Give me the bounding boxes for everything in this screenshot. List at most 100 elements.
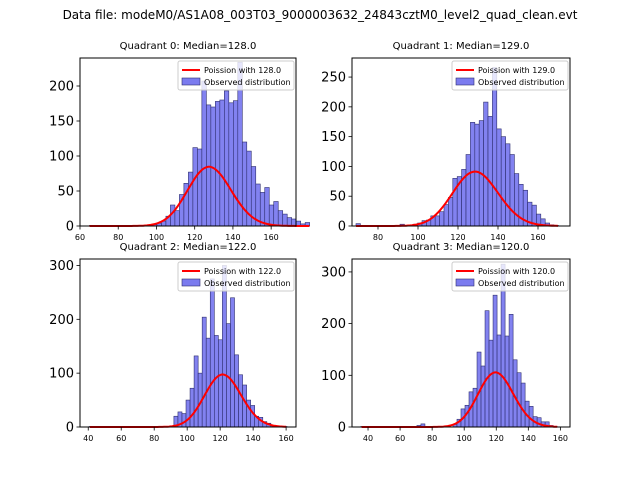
- histogram-bar: [242, 384, 247, 428]
- y-tick-label: 0: [66, 220, 74, 235]
- y-tick-label: 200: [321, 100, 346, 115]
- subplot-quadrant-2: Quadrant 2: Median=122.0 0 100 200 300 40 60 80…: [49, 242, 297, 443]
- subplot-title: Quadrant 1: Median=129.0: [393, 41, 530, 52]
- histogram-bar: [264, 187, 270, 227]
- y-tick-label: 100: [321, 160, 346, 175]
- x-tick-label: 120: [187, 233, 202, 242]
- histogram-bar: [228, 102, 234, 227]
- y-tick-label: 200: [49, 80, 74, 95]
- legend-poisson-label: Poission with 128.0: [204, 66, 281, 75]
- histogram-bar: [443, 204, 449, 227]
- legend-observed-swatch: [181, 278, 201, 287]
- histogram-bar: [505, 143, 511, 227]
- histogram-bar: [185, 399, 191, 428]
- y-tick-label: 100: [49, 367, 74, 382]
- histogram-bar: [488, 339, 494, 428]
- histogram-bar: [520, 382, 526, 428]
- histogram-bar: [483, 101, 489, 227]
- legend-observed-label: Observed distribution: [478, 279, 565, 288]
- histogram-bar: [213, 335, 219, 428]
- legend-poisson-label: Poission with 122.0: [204, 267, 281, 276]
- histogram-bar: [465, 154, 471, 227]
- legend-box: [451, 60, 569, 91]
- subplot-quadrant-0: Quadrant 0: Median=128.0 0 50 100 150 200 60 80…: [49, 41, 310, 242]
- x-tick-label: 40: [363, 434, 373, 443]
- x-tick-label: 100: [410, 233, 425, 242]
- histogram-bar: [238, 374, 243, 428]
- legend: Poission with 120.0 Observed distribution: [451, 261, 569, 292]
- x-tick-label: 140: [245, 434, 260, 443]
- histogram-bar: [230, 297, 235, 428]
- histogram-bar: [286, 217, 292, 227]
- y-tick-label: 250: [321, 71, 346, 86]
- histogram-bar: [434, 215, 440, 227]
- legend-observed-label: Observed distribution: [204, 78, 291, 87]
- x-tick-label: 140: [490, 233, 505, 242]
- y-tick-label: 0: [66, 421, 74, 436]
- legend-box: [177, 60, 295, 91]
- histogram-bar: [282, 213, 288, 227]
- histogram-bar: [474, 123, 480, 227]
- histogram-bar: [218, 339, 223, 428]
- x-tick-label: 140: [225, 233, 240, 242]
- x-tick-label: 100: [180, 434, 195, 443]
- histogram-bar: [197, 148, 203, 227]
- subplot-quadrant-3: Quadrant 3: Median=120.0 0 100 200 300 40 60 80…: [321, 242, 571, 443]
- histogram-bar: [201, 316, 207, 428]
- axes-frame: [351, 57, 571, 227]
- histogram-bar: [209, 278, 215, 428]
- y-tick-label: 150: [49, 115, 74, 130]
- histogram-bar: [439, 211, 445, 227]
- histogram-bar: [484, 310, 490, 428]
- x-tick-label: 100: [149, 233, 164, 242]
- legend-observed-swatch: [455, 77, 475, 86]
- x-tick-label: 120: [450, 233, 465, 242]
- legend-poisson-label: Poission with 129.0: [478, 66, 555, 75]
- legend: Poission with 122.0 Observed distribution: [177, 261, 295, 292]
- histogram-bar: [492, 67, 498, 227]
- x-tick-label: 100: [457, 434, 472, 443]
- histogram-bar: [480, 365, 486, 428]
- x-tick-label: 80: [373, 233, 383, 242]
- histogram-bar: [273, 201, 279, 227]
- axes-frame: [79, 57, 297, 227]
- histogram-bar: [241, 141, 248, 227]
- legend-observed-swatch: [455, 278, 475, 287]
- subplot-title: Quadrant 0: Median=128.0: [120, 41, 257, 52]
- histogram-bar: [509, 154, 515, 227]
- legend: Poission with 128.0 Observed distribution: [177, 60, 295, 91]
- histogram-bar: [487, 116, 493, 227]
- y-tick-label: 0: [338, 220, 346, 235]
- legend-observed-label: Observed distribution: [478, 78, 565, 87]
- histogram-bar: [492, 294, 498, 428]
- subplot-quadrant-1: Quadrant 1: Median=129.0 0 50 100 150 200 250 8…: [321, 41, 571, 242]
- legend-observed-swatch: [181, 77, 201, 86]
- x-tick-label: 140: [521, 434, 536, 443]
- legend-observed-label: Observed distribution: [204, 279, 291, 288]
- x-tick-label: 40: [83, 434, 93, 443]
- y-tick-label: 200: [321, 317, 346, 332]
- x-tick-label: 160: [530, 233, 545, 242]
- x-tick-label: 160: [278, 434, 293, 443]
- histogram-bar: [189, 387, 195, 428]
- y-tick-label: 100: [321, 369, 346, 384]
- x-tick-label: 60: [395, 434, 405, 443]
- y-tick-label: 100: [49, 150, 74, 165]
- histogram-bar: [201, 80, 207, 227]
- y-tick-label: 150: [321, 130, 346, 145]
- x-tick-label: 60: [75, 233, 85, 242]
- histogram-bar: [500, 136, 506, 227]
- legend-poisson-label: Poission with 120.0: [478, 267, 555, 276]
- y-tick-label: 300: [49, 259, 74, 274]
- y-tick-label: 0: [338, 421, 346, 436]
- histogram-bar: [174, 210, 180, 227]
- x-tick-label: 80: [149, 434, 159, 443]
- histogram-bar: [508, 314, 514, 428]
- legend: Poission with 129.0 Observed distribution: [451, 60, 569, 91]
- histogram-bar: [250, 405, 255, 428]
- histogram-bar: [219, 99, 225, 227]
- x-tick-label: 80: [427, 434, 437, 443]
- x-tick-label: 120: [213, 434, 228, 443]
